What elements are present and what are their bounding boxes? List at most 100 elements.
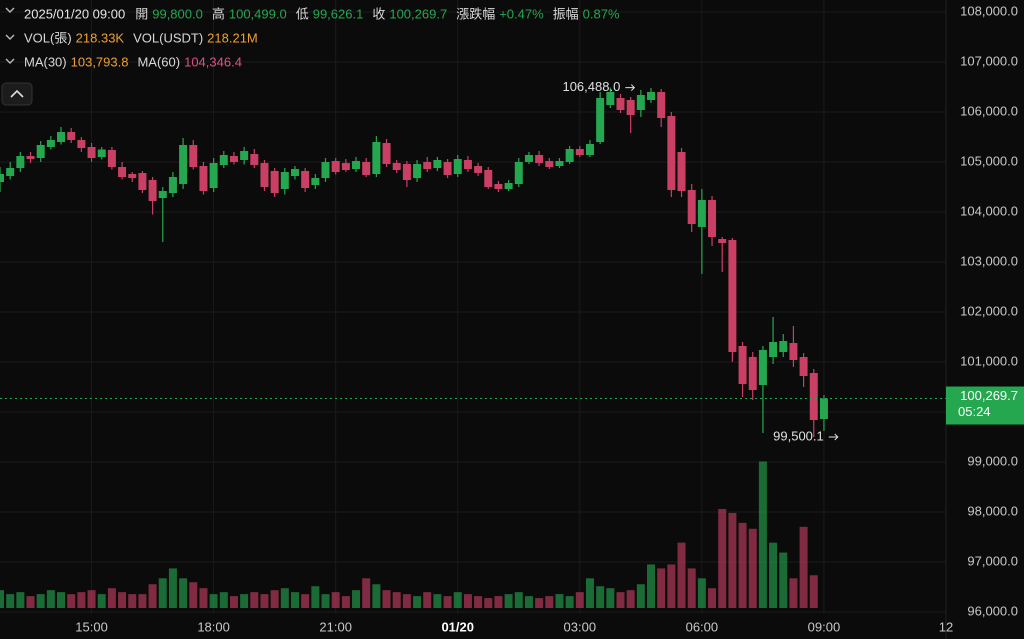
header-label: 振幅: [553, 6, 579, 21]
y-tick-label: 104,000.0: [960, 203, 1018, 218]
candle-body: [107, 150, 116, 167]
y-tick-label: 98,000.0: [967, 503, 1018, 518]
header-label: 低: [296, 6, 309, 21]
header-value: 100,269.7: [389, 6, 447, 21]
collapse-button[interactable]: [1, 82, 33, 106]
candle-body: [57, 132, 66, 142]
volume-bar: [453, 592, 462, 608]
candle-body: [270, 171, 279, 193]
x-tick-label: 03:00: [564, 619, 597, 634]
volume-bar: [758, 461, 767, 608]
volume-bar: [799, 526, 808, 608]
volume-bar: [494, 596, 503, 608]
candle-body: [555, 161, 564, 166]
candle-body: [118, 167, 127, 177]
volume-pane: [0, 461, 818, 608]
volume-bar: [87, 590, 96, 608]
header-value: 0.87%: [583, 6, 620, 21]
header-value: 100,499.0: [229, 6, 287, 21]
candle-body: [758, 350, 767, 385]
candle-body: [199, 166, 208, 191]
volume-bar: [484, 598, 493, 608]
volume-bar: [545, 596, 554, 608]
header-chevrons: [5, 7, 15, 64]
volume-bar: [636, 584, 645, 608]
volume-bar: [769, 542, 778, 608]
volume-bar: [260, 594, 269, 608]
volume-bar: [413, 596, 422, 608]
candle-body: [819, 398, 828, 419]
candle-body: [606, 92, 615, 105]
grid: [0, 0, 947, 614]
volume-bar: [46, 590, 55, 608]
last-price-tag: [946, 386, 1024, 425]
candle-body: [372, 142, 381, 174]
candle-body: [433, 160, 442, 168]
volume-bar: [504, 594, 513, 608]
candle-body: [341, 163, 350, 170]
volume-bar: [626, 590, 635, 608]
volume-bar: [647, 564, 656, 608]
volume-bar: [585, 578, 594, 608]
volume-bar: [657, 568, 666, 608]
candle-body: [0, 174, 4, 182]
volume-bar: [199, 588, 208, 608]
volume-bar: [677, 542, 686, 608]
volume-bar: [158, 578, 167, 608]
candle-body: [46, 140, 55, 147]
candle-body: [677, 152, 686, 191]
x-tick-label: 09:00: [808, 619, 841, 634]
candle-body: [179, 145, 188, 184]
x-tick-label: 21:00: [319, 619, 352, 634]
candle-body: [779, 341, 788, 352]
volume-bar: [6, 594, 15, 608]
candle-body: [128, 174, 137, 178]
candle-body: [453, 159, 462, 174]
volume-bar: [128, 594, 137, 608]
volume-bar: [209, 594, 218, 608]
countdown: 05:24: [958, 404, 991, 419]
candle-body: [748, 357, 757, 390]
candle-body: [423, 162, 432, 169]
candle-body: [413, 164, 422, 178]
y-tick-label: 106,000.0: [960, 103, 1018, 118]
volume-bar: [382, 590, 391, 608]
volume-bar: [179, 578, 188, 608]
volume-bar: [708, 588, 717, 608]
y-tick-label: 105,000.0: [960, 153, 1018, 168]
volume-bar: [535, 598, 544, 608]
header-label: 漲跌幅: [456, 6, 495, 21]
volume-bar: [189, 582, 198, 608]
header-label: VOL(USDT): [133, 30, 203, 45]
volume-bar: [280, 588, 289, 608]
y-tick-label: 108,000.0: [960, 3, 1018, 18]
candle-body: [209, 163, 218, 188]
candle-body: [402, 164, 411, 180]
volume-bar: [240, 594, 249, 608]
annotation-arrow: [625, 84, 636, 91]
volume-bar: [107, 588, 116, 608]
candle-body: [585, 144, 594, 155]
volume-bar: [311, 586, 320, 608]
volume-bar: [229, 596, 238, 608]
volume-bar: [606, 588, 615, 608]
volume-bar: [728, 512, 737, 608]
candle-body: [769, 342, 778, 357]
candle-body: [382, 143, 391, 164]
volume-bar: [514, 592, 523, 608]
candle-body: [97, 149, 106, 157]
candle-body: [799, 357, 808, 376]
candle-body: [443, 162, 452, 175]
header-time: 2025/01/20 09:00: [24, 6, 125, 21]
volume-bar: [362, 578, 371, 608]
candle-body: [626, 100, 635, 115]
last-price-label: 100,269.7: [960, 388, 1018, 403]
candle-body: [362, 162, 371, 175]
candle-body: [636, 95, 645, 110]
candle-body: [809, 373, 818, 420]
volume-bar: [779, 552, 788, 608]
candle-body: [789, 343, 798, 360]
